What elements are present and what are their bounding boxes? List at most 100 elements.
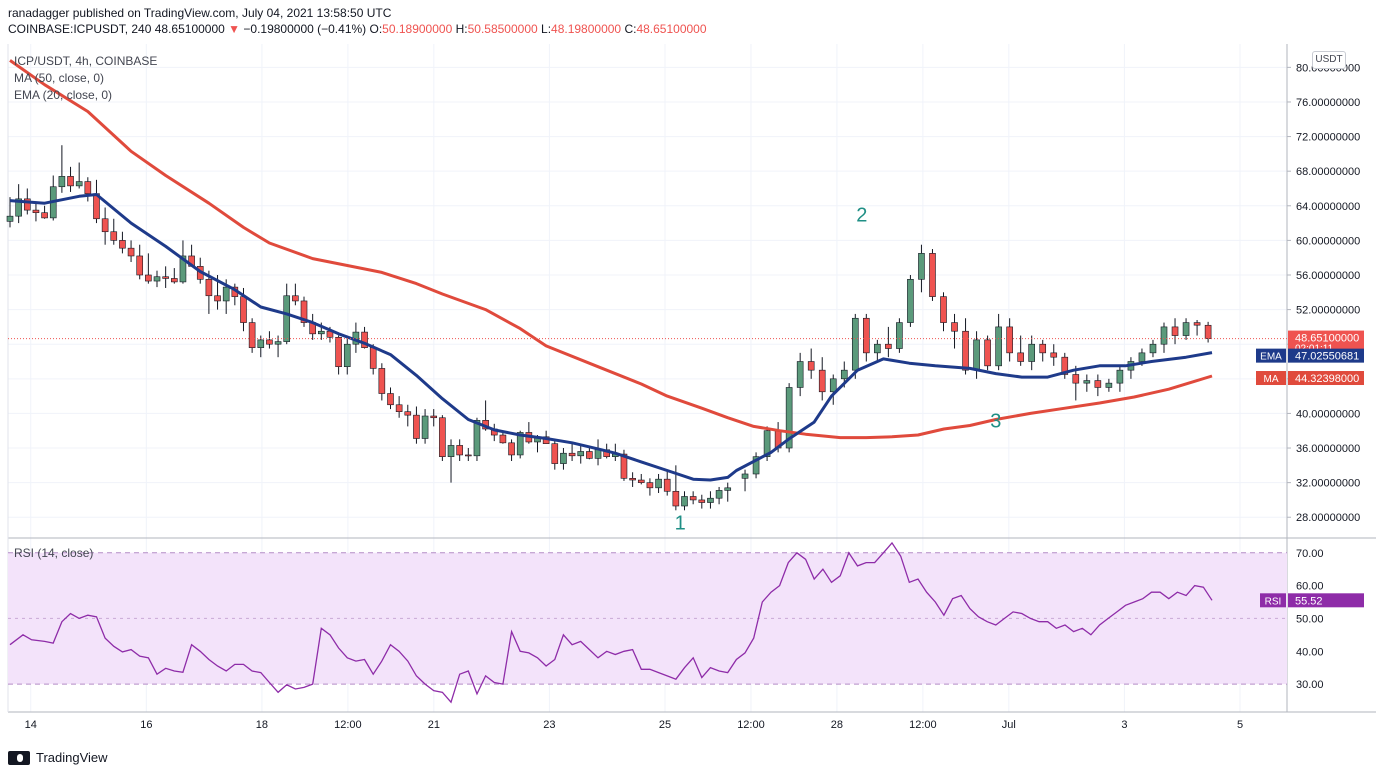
legend-ema[interactable]: EMA (20, close, 0) (14, 88, 113, 102)
candle-down[interactable] (84, 181, 92, 194)
candle-up[interactable] (447, 445, 455, 457)
ma-label-tag[interactable] (1256, 371, 1286, 386)
candle-up[interactable] (153, 276, 161, 282)
candle-down[interactable] (162, 276, 169, 279)
candle-up[interactable] (1138, 352, 1146, 362)
ema-line[interactable] (9, 193, 1213, 482)
candle-up[interactable] (577, 451, 585, 457)
candle-down[interactable] (292, 295, 299, 302)
candle-down[interactable] (984, 339, 991, 367)
candle-up[interactable] (318, 330, 325, 335)
candle-down[interactable] (1072, 374, 1080, 384)
ema-label-tag[interactable] (1256, 348, 1286, 363)
candle-up[interactable] (851, 317, 859, 371)
candle-up[interactable] (594, 449, 602, 459)
candle-down[interactable] (1193, 322, 1201, 326)
candle-down[interactable] (586, 451, 593, 459)
candle-down[interactable] (171, 278, 178, 283)
candle-down[interactable] (145, 274, 152, 282)
candle-down[interactable] (248, 322, 256, 348)
candle-down[interactable] (23, 198, 31, 211)
candle-down[interactable] (240, 296, 247, 323)
candle-down[interactable] (1061, 356, 1069, 375)
candle-down[interactable] (127, 247, 135, 257)
footer-brand[interactable]: TradingView (36, 750, 108, 765)
candle-up[interactable] (796, 361, 804, 388)
candle-down[interactable] (940, 296, 947, 323)
candle-up[interactable] (829, 378, 837, 393)
candle-up[interactable] (741, 473, 749, 479)
candle-up[interactable] (1182, 322, 1190, 336)
candle-down[interactable] (369, 347, 377, 369)
candle-up[interactable] (1149, 343, 1157, 354)
currency-badge[interactable]: USDT (1312, 51, 1346, 69)
candle-up[interactable] (763, 430, 771, 457)
candle-up[interactable] (785, 387, 793, 449)
candle-down[interactable] (119, 240, 126, 249)
candle-down[interactable] (110, 231, 118, 241)
candle-down[interactable] (101, 218, 109, 233)
candle-down[interactable] (41, 212, 48, 219)
main-pane[interactable] (8, 44, 1287, 538)
candle-up[interactable] (257, 339, 265, 348)
candle-up[interactable] (973, 339, 980, 371)
candle-down[interactable] (67, 176, 74, 187)
candle-down[interactable] (885, 343, 892, 349)
candle-down[interactable] (266, 339, 273, 345)
candle-down[interactable] (646, 482, 654, 489)
candle-up[interactable] (58, 176, 66, 188)
legend-title[interactable]: ICP/USDT, 4h, COINBASE (14, 54, 158, 68)
candle-down[interactable] (413, 414, 420, 439)
candle-down[interactable] (663, 478, 671, 492)
candle-up[interactable] (274, 341, 282, 345)
author-name[interactable]: ranadagger (8, 6, 70, 20)
candle-down[interactable] (378, 368, 386, 394)
candle-up[interactable] (707, 497, 714, 503)
candle-up[interactable] (222, 286, 230, 302)
candle-down[interactable] (1017, 352, 1024, 362)
legend-ma[interactable]: MA (50, close, 0) (14, 71, 105, 85)
candle-up[interactable] (715, 490, 723, 499)
candle-up[interactable] (1160, 326, 1168, 345)
ema-value-tag[interactable] (1288, 348, 1364, 363)
last-price-tag[interactable] (1288, 330, 1364, 353)
candle-up[interactable] (1105, 382, 1113, 388)
candle-up[interactable] (907, 279, 914, 323)
candle-down[interactable] (929, 253, 936, 297)
candle-down[interactable] (951, 322, 958, 332)
candle-up[interactable] (421, 415, 429, 439)
candle-down[interactable] (439, 417, 446, 457)
candle-down[interactable] (551, 443, 559, 464)
candle-down[interactable] (32, 209, 40, 214)
candle-down[interactable] (456, 445, 463, 456)
candle-up[interactable] (874, 343, 881, 354)
candle-down[interactable] (465, 454, 472, 457)
candle-down[interactable] (395, 404, 403, 412)
candle-up[interactable] (75, 181, 83, 187)
rsi-line[interactable] (9, 541, 1213, 704)
candle-up[interactable] (560, 452, 567, 464)
candle-down[interactable] (499, 434, 507, 444)
candle-down[interactable] (620, 453, 628, 479)
candle-down[interactable] (214, 295, 221, 302)
candle-up[interactable] (343, 343, 351, 368)
candle-up[interactable] (752, 456, 760, 475)
candle-down[interactable] (404, 411, 412, 416)
candle-down[interactable] (361, 331, 368, 348)
candle-up[interactable] (179, 255, 187, 283)
candle-down[interactable] (807, 361, 815, 371)
candle-down[interactable] (1050, 352, 1058, 358)
candle-up[interactable] (1083, 380, 1091, 384)
candle-down[interactable] (430, 415, 438, 419)
candle-down[interactable] (335, 336, 342, 368)
ma-line[interactable] (9, 59, 1213, 440)
candle-up[interactable] (15, 198, 22, 217)
ma-value-tag[interactable] (1288, 371, 1364, 386)
rsi-label-tag[interactable] (1260, 593, 1286, 608)
candle-up[interactable] (473, 420, 481, 457)
candle-down[interactable] (818, 369, 826, 393)
candle-down[interactable] (1006, 326, 1013, 354)
candle-up[interactable] (995, 326, 1002, 367)
rsi-value-tag[interactable] (1288, 593, 1364, 608)
